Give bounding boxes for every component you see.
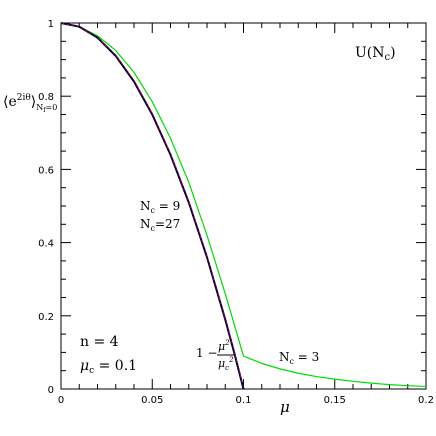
series-line-3 [60,22,427,388]
svg-text:1 −: 1 − [196,346,218,360]
x-tick-label: 0.1 [236,395,252,406]
mu-c-label: μc = 0.1 [80,358,137,376]
svg-text:μc2: μc2 [218,356,234,372]
y-tick-label: 0.6 [38,165,54,176]
n-label: n = 4 [80,334,119,350]
x-tick-label: 0.2 [418,395,434,406]
x-tick-label: 0.15 [324,395,346,406]
y-tick-label: 1 [48,19,54,30]
tick-labels: 0 0.05 0.1 0.15 0.2 0 0.2 0.4 0.6 0.8 1 [38,19,434,406]
y-tick-label: 0.2 [38,312,54,323]
x-axis-label: μ [280,398,290,416]
nc3-label: Nc = 3 [279,350,319,366]
svg-text:μ2: μ2 [218,339,230,353]
series-line-2 [60,22,244,389]
y-tick-label: 0.4 [38,239,54,250]
series-layer [60,22,427,390]
x-tick-label: 0.05 [141,395,163,406]
y-tick-label: 0 [48,385,54,396]
nc27-label: Nc=27 [140,217,180,233]
chart-title: U(Nc) [355,45,396,63]
formula-annotation: 1 − μ2 μc2 [196,339,234,372]
x-tick-label: 0 [58,395,64,406]
y-tick-label: 0.8 [38,92,54,103]
nc9-label: Nc = 9 [140,199,180,215]
